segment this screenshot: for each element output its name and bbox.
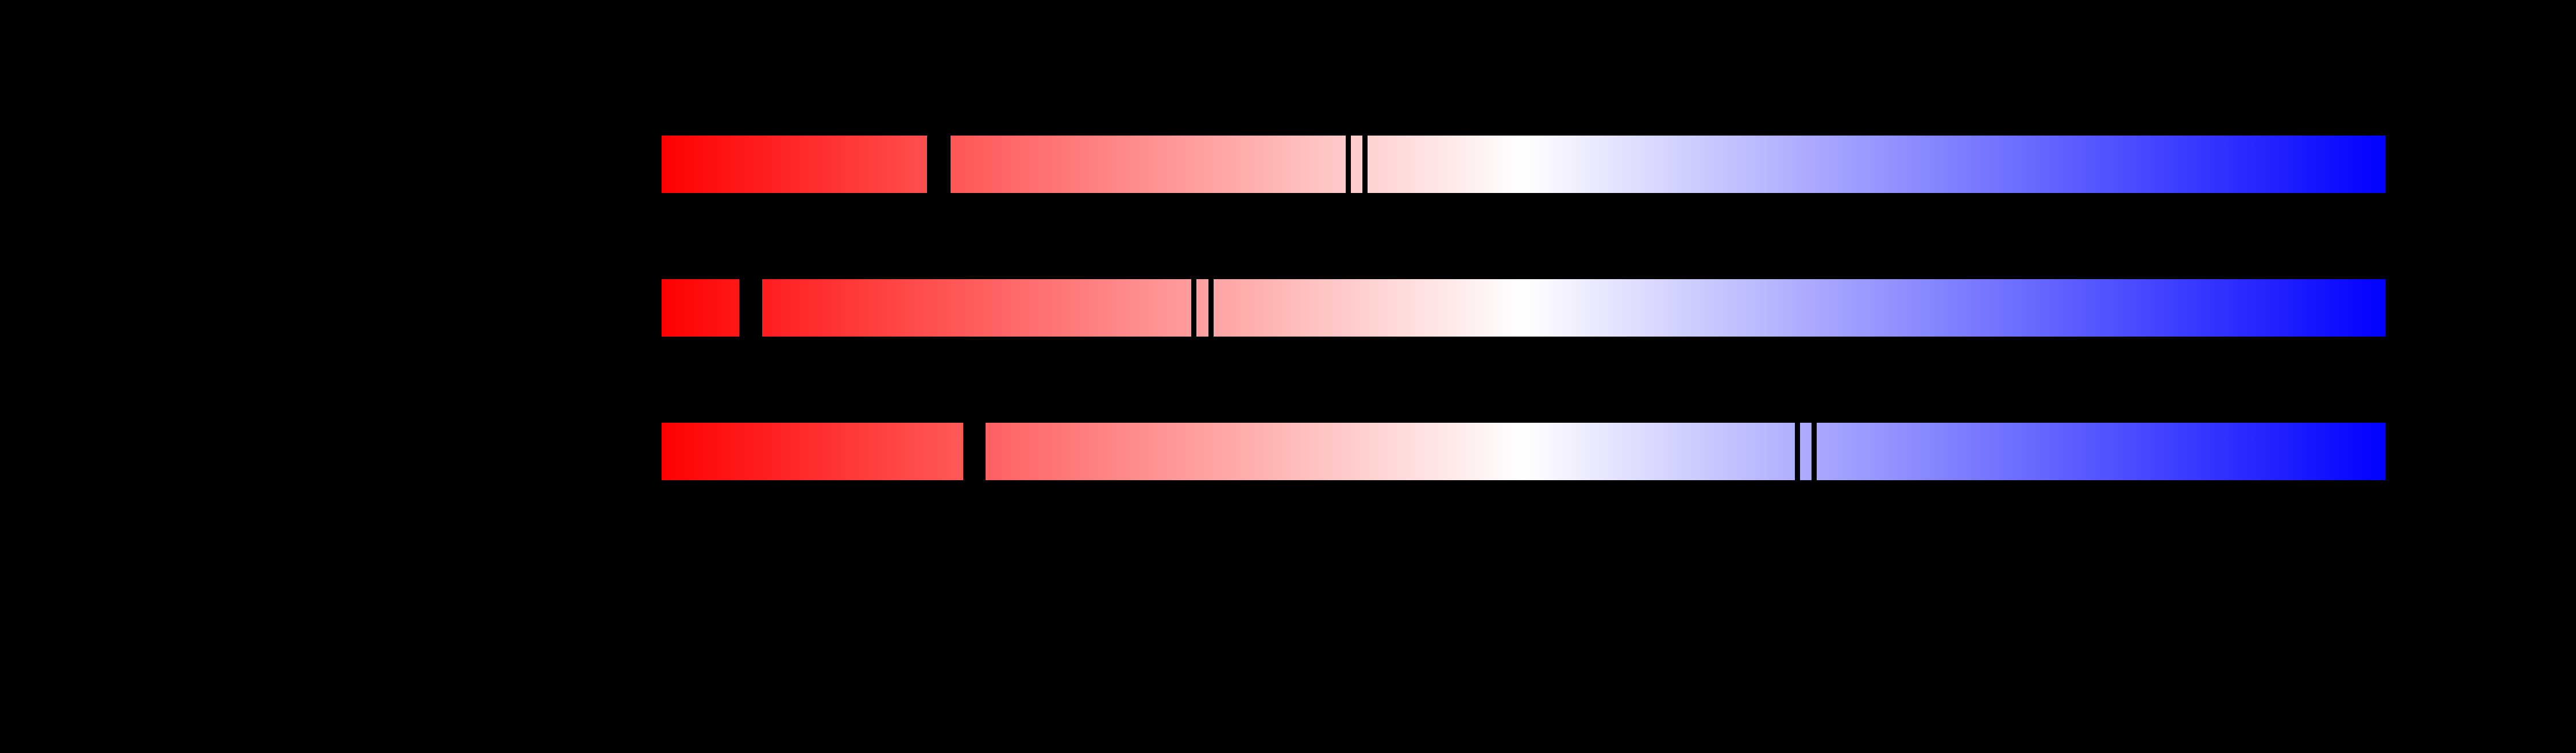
gradient-bar-3 [662, 423, 2385, 480]
gradient-bar-2 [662, 279, 2385, 337]
gradient-bar-1 [662, 136, 2385, 193]
bar-break-line [1795, 423, 1800, 480]
bar-break-line [1208, 279, 1214, 337]
bar-break-line [1346, 136, 1351, 193]
bar-break-line [1812, 423, 1817, 480]
bar-gap [963, 423, 986, 480]
bar-break-line [1362, 136, 1368, 193]
bar-gap [739, 279, 762, 337]
bar-break-line [1191, 279, 1196, 337]
bar-gap [927, 136, 951, 193]
